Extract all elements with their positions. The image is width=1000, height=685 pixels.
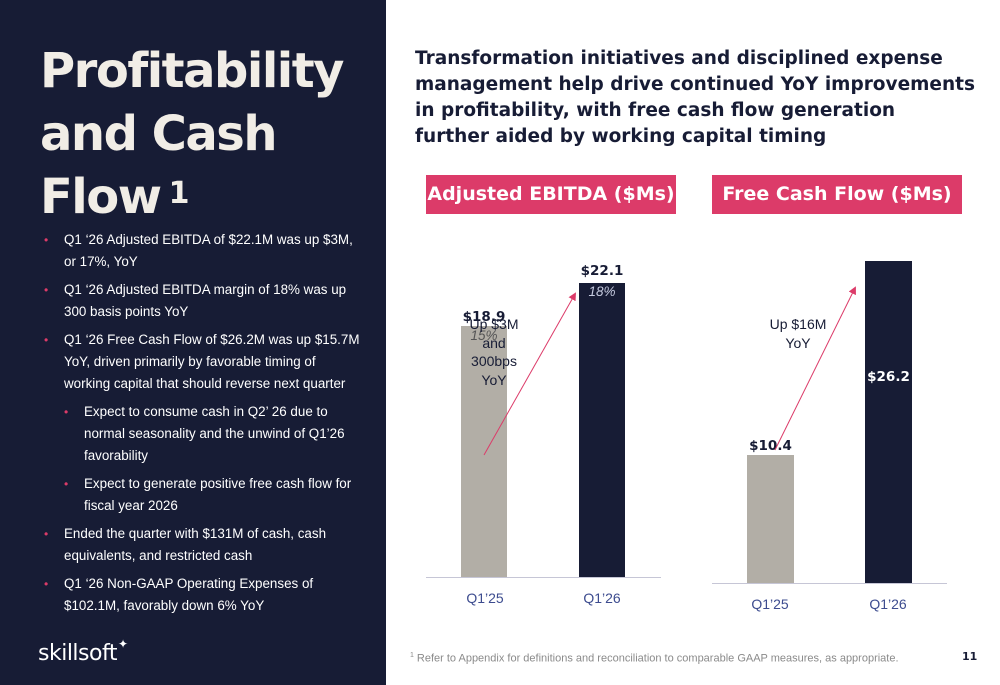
fcf-value-label-q1-26: $26.2 [867,368,910,385]
bullet-ebitda: Q1 ‘26 Adjusted EBITDA of $22.1M was up … [44,229,364,273]
fcf-x-tick-q1-25: Q1’25 [751,596,789,612]
ebitda-margin-label-q1-26: 18% [588,284,616,300]
fcf-x-tick-q1-26: Q1’26 [869,596,907,612]
sub-bullet-fy-cash: Expect to generate positive free cash fl… [44,473,364,517]
title-footnote-marker: 1 [168,176,190,211]
summary-bullets: Q1 ‘26 Adjusted EBITDA of $22.1M was up … [44,229,364,623]
ebitda-annotation-line-4: YoY [481,371,507,388]
ebitda-annotation-line-1: Up $3M [469,316,519,332]
fcf-chart-title: Free Cash Flow ($Ms) [712,175,962,214]
fcf-annotation-line-1: Up $16M [769,316,827,332]
bullet-ebitda-margin: Q1 ‘26 Adjusted EBITDA margin of 18% was… [44,279,364,323]
headline: Transformation initiatives and disciplin… [415,48,975,147]
bullet-opex: Q1 ‘26 Non-GAAP Operating Expenses of $1… [44,573,364,617]
ebitda-x-tick-q1-25: Q1’25 [466,590,504,606]
skillsoft-logo: skillsoft✦ [38,637,128,666]
ebitda-chart-title: Adjusted EBITDA ($Ms) [426,175,676,214]
slide-title-line-1: Profitability [40,43,344,99]
ebitda-annotation-line-2: and [482,334,506,351]
ebitda-x-tick-q1-26: Q1’26 [583,590,621,606]
ebitda-annotation-line-3: 300bps [471,353,517,369]
ebitda-value-label-q1-26: $22.1 [580,263,624,280]
bullet-free-cash-flow: Q1 ‘26 Free Cash Flow of $26.2M was up $… [44,329,364,395]
logo-text: skillsoft [38,641,117,666]
slide-title-line-2: and Cash [40,106,277,162]
fcf-value-label-q1-25: $10.4 [749,438,792,455]
footnote-marker: 1 [410,652,414,659]
fcf-baseline [712,583,947,584]
logo-spark-icon: ✦ [117,637,128,651]
slide-title: Profitability and Cash Flow 1 [40,40,344,229]
bullet-cash-balance: Ended the quarter with $131M of cash, ca… [44,523,364,567]
slide-title-line-3: Flow 1 [40,166,343,229]
fcf-growth-annotation: Up $16M YoY [753,315,843,352]
fcf-annotation-line-2: YoY [785,334,811,351]
page-number: 11 [962,650,978,663]
footnote-text: Refer to Appendix for definitions and re… [416,652,899,665]
footnote: 1 Refer to Appendix for definitions and r… [410,652,899,665]
sub-bullet-q2-cash: Expect to consume cash in Q2’ 26 due to … [44,401,364,467]
ebitda-baseline [426,577,661,578]
ebitda-growth-annotation: Up $3M and 300bps YoY [449,315,539,389]
slide-title-line-3-text: Flow [40,169,162,225]
ebitda-bar-q1-26 [579,283,625,577]
fcf-bar-q1-25 [747,455,794,583]
fcf-bar-q1-26 [865,260,912,583]
